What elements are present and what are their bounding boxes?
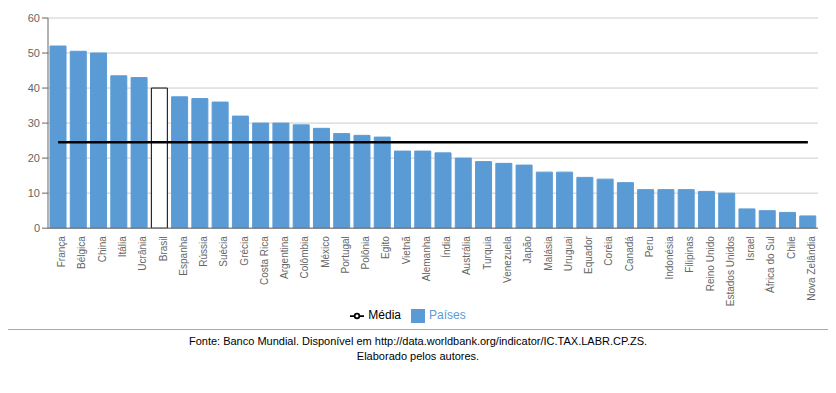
svg-text:Malásia: Malásia [543, 236, 554, 271]
svg-text:Rússia: Rússia [198, 236, 209, 267]
svg-text:Alemanha: Alemanha [421, 236, 432, 281]
svg-text:Brasil: Brasil [158, 236, 169, 261]
svg-text:Portugal: Portugal [340, 236, 351, 273]
svg-text:Vietnã: Vietnã [401, 236, 412, 265]
html-text:Média: Média [368, 308, 401, 323]
svg-text:Austrália: Austrália [461, 236, 472, 275]
svg-text:Israel: Israel [745, 236, 756, 260]
svg-text:10: 10 [28, 187, 40, 199]
svg-text:Ucrânia: Ucrânia [137, 236, 148, 271]
svg-text:Polônia: Polônia [360, 236, 371, 270]
svg-text:Reino Unido: Reino Unido [705, 236, 716, 291]
svg-text:Estados Unidos: Estados Unidos [725, 236, 736, 306]
svg-text:França: França [56, 236, 67, 268]
svg-text:60: 60 [28, 12, 40, 24]
svg-text:50: 50 [28, 47, 40, 59]
svg-text:Peru: Peru [644, 236, 655, 257]
svg-text:Grécia: Grécia [239, 236, 250, 266]
svg-text:Itália: Itália [117, 236, 128, 258]
html-text:Fonte: Banco Mundial. Disponív: Fonte: Banco Mundial. Disponível em http… [188, 335, 648, 347]
svg-text:Bélgica: Bélgica [76, 236, 87, 269]
svg-text:Indonésia: Indonésia [664, 236, 675, 280]
svg-text:Equador: Equador [583, 236, 594, 274]
svg-text:Costa Rica: Costa Rica [259, 236, 270, 285]
svg-text:África do Sul: África do Sul [764, 236, 776, 293]
svg-text:Suécia: Suécia [218, 236, 229, 267]
svg-text:Coréia: Coréia [603, 236, 614, 266]
svg-text:Argentina: Argentina [279, 236, 290, 279]
svg-text:Colômbia: Colômbia [299, 236, 310, 279]
svg-text:Egito: Egito [380, 236, 391, 259]
svg-text:40: 40 [28, 82, 40, 94]
html-text:Elaborado pelos autores.: Elaborado pelos autores. [356, 350, 480, 362]
svg-text:Filipinas: Filipinas [684, 236, 695, 273]
svg-text:Japão: Japão [522, 236, 533, 264]
svg-text:Espanha: Espanha [178, 236, 189, 276]
svg-text:Índia: Índia [440, 236, 452, 258]
svg-text:Venezuela: Venezuela [502, 236, 513, 283]
svg-text:Chile: Chile [786, 236, 797, 259]
svg-text:Canadá: Canadá [624, 236, 635, 271]
svg-text:China: China [97, 236, 108, 263]
html-text:Países: Países [429, 308, 466, 323]
svg-text:20: 20 [28, 152, 40, 164]
svg-text:México: México [320, 236, 331, 268]
svg-text:30: 30 [28, 117, 40, 129]
svg-text:Uruguai: Uruguai [563, 236, 574, 271]
svg-text:0: 0 [34, 222, 40, 234]
svg-text:Nova Zelândia: Nova Zelândia [806, 236, 817, 301]
svg-text:Turquia: Turquia [482, 236, 493, 270]
